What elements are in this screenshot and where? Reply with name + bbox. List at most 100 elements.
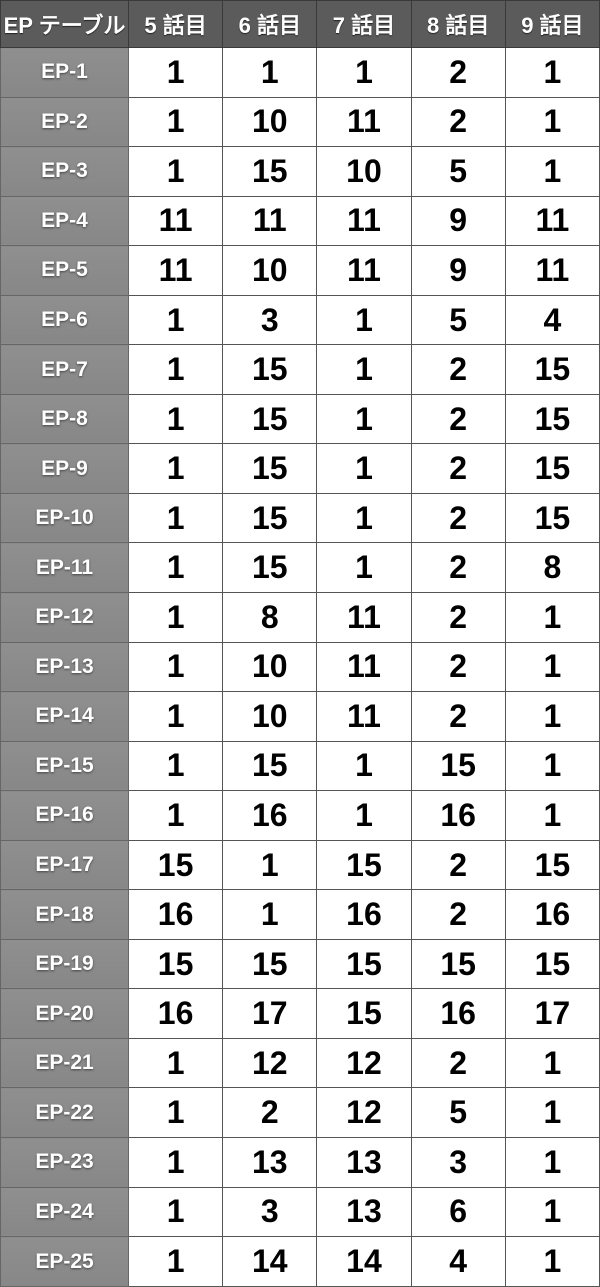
table-cell: 1 — [504, 1037, 600, 1089]
table-cell: 5 — [410, 1087, 506, 1139]
table-cell: 15 — [222, 344, 318, 395]
table-cell: 1 — [222, 47, 318, 98]
table-cell: 2 — [410, 1037, 506, 1089]
table-cell: 15 — [504, 938, 600, 990]
table-cell: 1 — [504, 691, 600, 742]
table-cell: 16 — [410, 988, 506, 1039]
row-label: EP-8 — [0, 393, 129, 445]
table-cell: 1 — [316, 443, 412, 494]
table-cell: 9 — [410, 195, 506, 247]
table-cell: 8 — [222, 592, 318, 643]
table-cell: 11 — [316, 195, 412, 247]
header-row: EP テーブル 5 話目 6 話目 7 話目 8 話目 9 話目 — [0, 0, 600, 48]
table-row: EP-21 1 12 12 2 1 — [0, 1037, 600, 1089]
table-cell: 1 — [316, 47, 412, 98]
table-cell: 15 — [504, 839, 600, 891]
table-cell: 15 — [316, 839, 412, 891]
table-row: EP-12 1 8 11 2 1 — [0, 592, 600, 643]
table-row: EP-3 1 15 10 5 1 — [0, 146, 600, 197]
row-label: EP-22 — [0, 1087, 129, 1139]
table-cell: 1 — [127, 344, 224, 395]
table-cell: 1 — [127, 1186, 224, 1238]
table-cell: 1 — [127, 592, 224, 643]
table-title-header: EP テーブル — [0, 0, 129, 48]
row-label: EP-1 — [0, 47, 129, 98]
table-row: EP-10 1 15 1 2 15 — [0, 492, 600, 544]
table-cell: 15 — [504, 443, 600, 494]
table-row: EP-15 1 15 1 15 1 — [0, 740, 600, 792]
table-cell: 1 — [504, 1236, 600, 1287]
table-cell: 16 — [410, 790, 506, 841]
table-row: EP-7 1 15 1 2 15 — [0, 344, 600, 395]
table-row: EP-25 1 14 14 4 1 — [0, 1236, 600, 1287]
row-label: EP-10 — [0, 492, 129, 544]
table-cell: 1 — [222, 889, 318, 940]
row-label: EP-9 — [0, 443, 129, 494]
row-label: EP-11 — [0, 542, 129, 594]
table-cell: 1 — [127, 790, 224, 841]
table-cell: 15 — [504, 492, 600, 544]
table-cell: 10 — [222, 691, 318, 742]
table-cell: 1 — [504, 96, 600, 148]
table-cell: 11 — [504, 195, 600, 247]
row-label: EP-24 — [0, 1186, 129, 1238]
table-cell: 3 — [410, 1137, 506, 1188]
table-cell: 1 — [504, 740, 600, 792]
table-cell: 4 — [504, 294, 600, 346]
row-label: EP-2 — [0, 96, 129, 148]
row-label: EP-13 — [0, 641, 129, 693]
table-row: EP-17 15 1 15 2 15 — [0, 839, 600, 891]
table-cell: 1 — [222, 839, 318, 891]
row-label: EP-7 — [0, 344, 129, 395]
row-label: EP-19 — [0, 938, 129, 990]
table-cell: 13 — [222, 1137, 318, 1188]
table-row: EP-22 1 2 12 5 1 — [0, 1087, 600, 1139]
table-cell: 14 — [222, 1236, 318, 1287]
row-label: EP-3 — [0, 146, 129, 197]
table-cell: 1 — [316, 542, 412, 594]
table-cell: 11 — [127, 195, 224, 247]
table-cell: 9 — [410, 245, 506, 296]
table-cell: 1 — [504, 47, 600, 98]
table-cell: 1 — [316, 492, 412, 544]
row-label: EP-14 — [0, 691, 129, 742]
column-header: 5 話目 — [127, 0, 224, 48]
column-header: 6 話目 — [222, 0, 318, 48]
row-label: EP-4 — [0, 195, 129, 247]
table-row: EP-11 1 15 1 2 8 — [0, 542, 600, 594]
table-cell: 15 — [222, 542, 318, 594]
table-cell: 11 — [504, 245, 600, 296]
table-cell: 15 — [504, 393, 600, 445]
table-cell: 15 — [316, 938, 412, 990]
table-cell: 10 — [222, 96, 318, 148]
table-cell: 17 — [504, 988, 600, 1039]
table-cell: 1 — [127, 641, 224, 693]
table-cell: 1 — [316, 344, 412, 395]
table-cell: 1 — [127, 1087, 224, 1139]
table-cell: 12 — [222, 1037, 318, 1089]
row-label: EP-18 — [0, 889, 129, 940]
table-cell: 15 — [222, 393, 318, 445]
table-row: EP-6 1 3 1 5 4 — [0, 294, 600, 346]
row-label: EP-20 — [0, 988, 129, 1039]
table-cell: 1 — [316, 790, 412, 841]
table-cell: 2 — [222, 1087, 318, 1139]
row-label: EP-15 — [0, 740, 129, 792]
table-cell: 2 — [410, 393, 506, 445]
table-cell: 1 — [127, 1236, 224, 1287]
table-cell: 1 — [504, 790, 600, 841]
column-header: 8 話目 — [410, 0, 506, 48]
table-cell: 2 — [410, 839, 506, 891]
table-row: EP-4 11 11 11 9 11 — [0, 195, 600, 247]
table-cell: 16 — [316, 889, 412, 940]
table-cell: 10 — [222, 245, 318, 296]
table-cell: 5 — [410, 294, 506, 346]
table-cell: 1 — [316, 740, 412, 792]
table-cell: 13 — [316, 1137, 412, 1188]
row-label: EP-5 — [0, 245, 129, 296]
table-cell: 17 — [222, 988, 318, 1039]
row-label: EP-17 — [0, 839, 129, 891]
table-cell: 3 — [222, 294, 318, 346]
table-cell: 1 — [316, 393, 412, 445]
table-row: EP-16 1 16 1 16 1 — [0, 790, 600, 841]
